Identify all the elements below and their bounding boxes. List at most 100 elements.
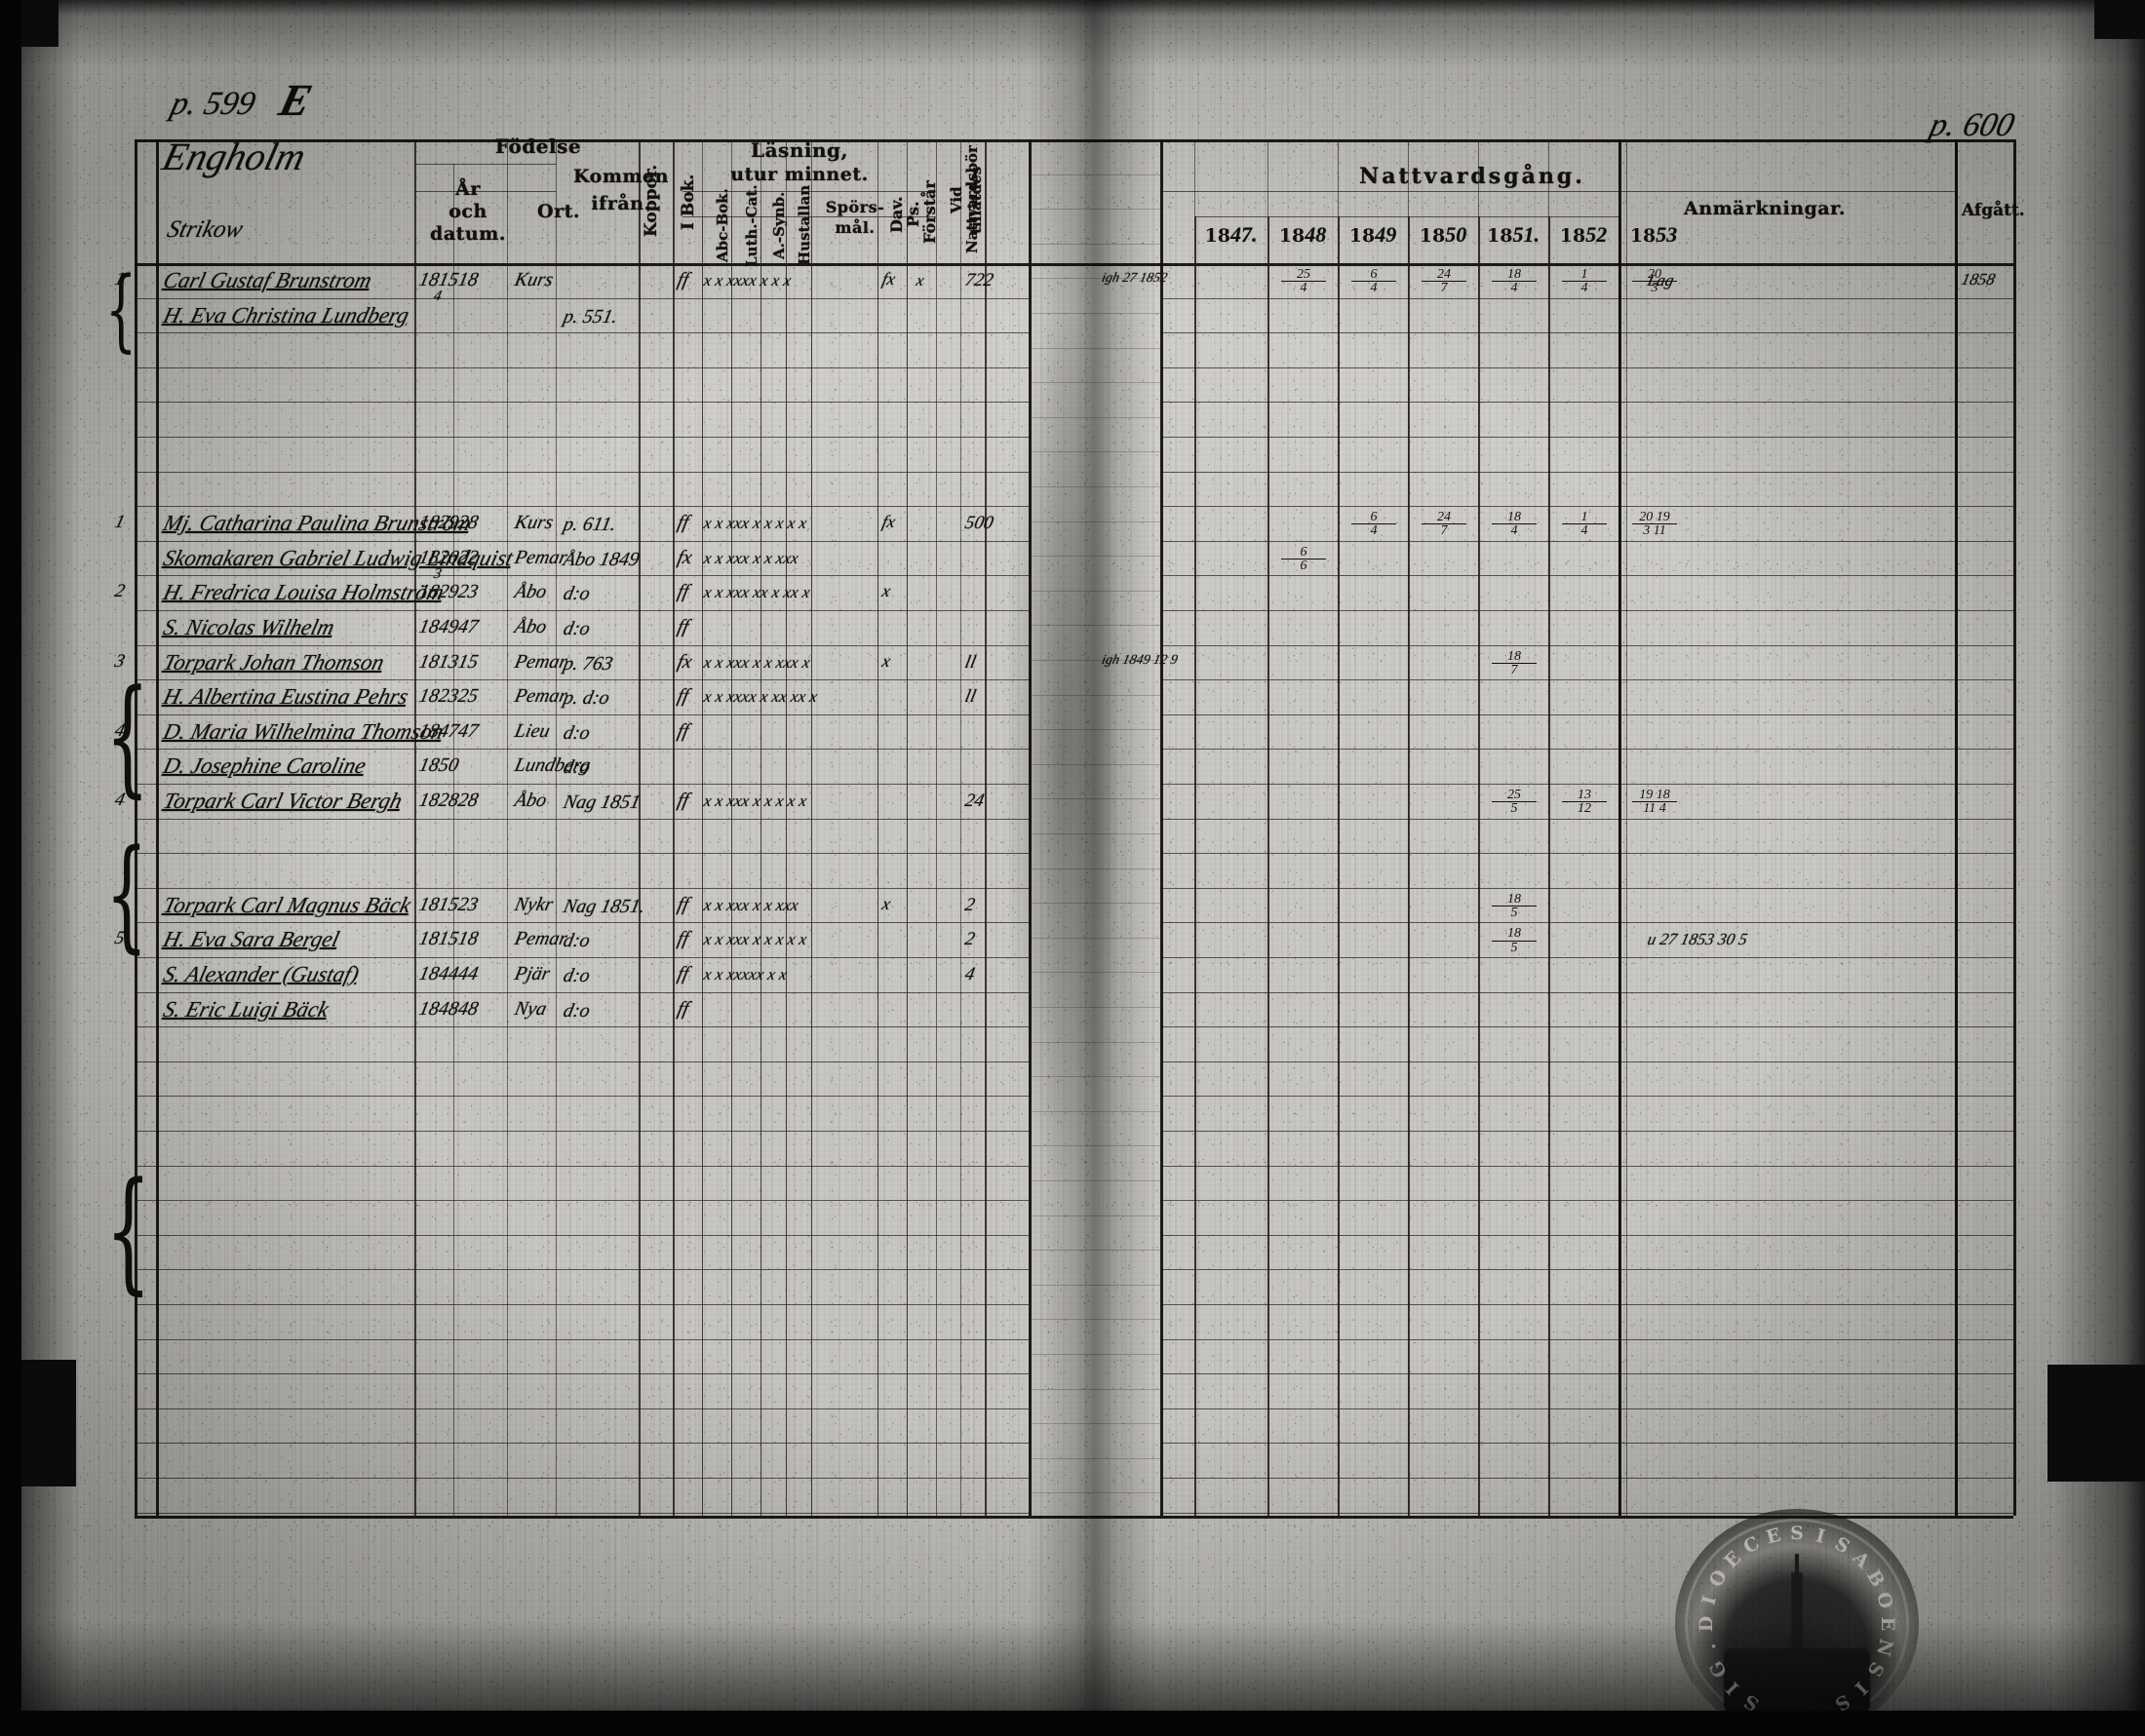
- header-sporsmal-2: mål.: [835, 218, 876, 237]
- header-forstar: Förstår: [920, 180, 939, 245]
- entry-came-from-14: d:o: [561, 999, 593, 1022]
- communion-1851-entry-12: 18 5: [1492, 927, 1537, 954]
- entry-came-from-8: d:o: [561, 721, 593, 744]
- header-anmarkningar: Anmärkningar.: [1684, 198, 1846, 219]
- village-name: Engholm: [158, 135, 311, 178]
- communion-year-1851: 1851.: [1487, 222, 1540, 247]
- communion-year-1852: 1852: [1559, 222, 1608, 247]
- entry-reading-13: x x xxxxx x x: [702, 965, 789, 984]
- communion-1851-entry-10: 25 5: [1492, 788, 1537, 816]
- communion-year-1847: 1847.: [1204, 222, 1258, 247]
- entry-name-1: H. Eva Christina Lundberg: [161, 302, 412, 328]
- seal-letter: S: [1790, 1522, 1804, 1544]
- entry-reading-6: x x xxx x x xxx x: [702, 652, 812, 672]
- entry-came-from-5: d:o: [561, 618, 593, 639]
- entry-reading-3: x x xxx x x xxx: [702, 548, 800, 567]
- communion-1853-entry-2: 20 19 3 11: [1632, 511, 1677, 538]
- entry-came-from-11: Nag 1851.: [561, 895, 647, 917]
- header-luth-cat: Luth.-Cat.: [743, 184, 760, 268]
- header-admitted-2: tillåtdes: [967, 166, 985, 234]
- seal-letter: E: [1877, 1616, 1898, 1631]
- left-page-number: p. 599: [167, 86, 259, 122]
- header-och: och: [448, 201, 488, 222]
- entry-reading-11: x x xxx x x xxx: [702, 895, 800, 914]
- entry-came-from-6: p. 763: [561, 652, 615, 675]
- family-brace-0: {: [105, 257, 137, 362]
- entry-reading-4: x x xxx xx x xx x: [702, 583, 812, 602]
- entry-reading-2: x x xxx x x x x x: [702, 514, 808, 533]
- communion-1853-entry-0: 20 3: [1632, 267, 1677, 295]
- entry-birth-5: 184947: [416, 616, 481, 637]
- header-a-synb: A.-Synb.: [770, 191, 788, 259]
- entry-note-6: igh 1849 12 9: [1100, 652, 1180, 668]
- entry-name-12: H. Eva Sara Bergel: [161, 927, 342, 952]
- entry-came-from-2: p. 611.: [561, 514, 618, 536]
- seal-letter: O: [1704, 1565, 1733, 1591]
- seal-letter: B: [1861, 1565, 1890, 1591]
- entry-admitted-0: 722: [962, 270, 995, 290]
- entry-name-13: S. Alexander (Gustaf): [161, 962, 362, 986]
- seal-letter: N: [1871, 1636, 1897, 1658]
- entry-came-from-13: d:o: [561, 965, 593, 986]
- header-hustallan: Hustallan: [796, 184, 813, 266]
- seal-letter: I: [1697, 1593, 1721, 1607]
- header-lasning: Läsning,: [751, 138, 848, 162]
- entry-name-14: S. Eric Luigi Bäck: [161, 996, 332, 1022]
- entry-reading-7: x x xxxx x xx xx x: [702, 687, 819, 707]
- entry-birth-place-12: Pemar: [512, 928, 569, 950]
- entry-birth-0: 181518: [416, 269, 481, 290]
- entry-birth-place-3: Pemar: [512, 546, 569, 568]
- entry-name-7: H. Albertina Eustina Pehrs: [161, 684, 411, 710]
- entry-came-from-10: Nag 1851: [561, 791, 643, 813]
- communion-1850-entry-2: 24 7: [1422, 511, 1466, 538]
- entry-birth-6: 181315: [416, 650, 481, 673]
- entry-birth-7: 182325: [416, 685, 481, 708]
- entry-came-from-12: d:o: [561, 930, 593, 952]
- seal-letter: S: [1740, 1689, 1763, 1716]
- header-fodelse: Födelse: [494, 135, 582, 158]
- entry-birth-11: 181523: [416, 893, 481, 915]
- communion-1848-entry-0: 25 4: [1281, 267, 1326, 295]
- seal-letter: .: [1697, 1640, 1721, 1653]
- communion-1852-entry-10: 13 12: [1562, 788, 1607, 816]
- header-abc-bok: Abc-Bok.: [714, 188, 731, 262]
- communion-1851-entry-2: 18 4: [1492, 511, 1537, 538]
- communion-1853-entry-10: 19 18 11 4: [1632, 788, 1677, 816]
- entry-name-4: H. Fredrica Louisa Holmström: [161, 580, 447, 605]
- entry-name-0: Carl Gustaf Brunstrom: [161, 268, 374, 292]
- communion-1850-entry-0: 24 7: [1422, 267, 1466, 295]
- entry-birth-place-13: Pjär: [512, 963, 553, 984]
- seal-letter: S: [1831, 1531, 1853, 1558]
- family-brace-3: {: [105, 1154, 152, 1307]
- entry-name-10: Torpark Carl Victor Bergh: [161, 789, 406, 813]
- entry-name-6: Torpark Johan Thomson: [161, 649, 387, 675]
- entry-name-9: D. Josephine Caroline: [161, 753, 370, 779]
- entry-reading-10: x x xxx x x x x x: [702, 791, 808, 810]
- entry-birth-place-8: Lieu: [512, 719, 553, 742]
- communion-year-1853: 1853: [1629, 222, 1678, 247]
- village-subtitle: Strikow: [164, 216, 246, 243]
- entry-reading-12: x x xxx x x x x x: [702, 930, 808, 949]
- entry-birth-place-0: Kurs: [512, 269, 556, 290]
- family-brace-2: {: [105, 824, 148, 965]
- header-afgatt: Afgått.: [1962, 201, 2025, 220]
- entry-birth-2: 182928: [416, 512, 481, 534]
- header-dav-ps: Dav. Ps.: [887, 196, 922, 233]
- entry-birth-10: 182828: [416, 790, 481, 811]
- entry-departed-0: 1858: [1960, 270, 1998, 289]
- entry-birth-9: 1850: [416, 754, 461, 777]
- header-kommen: Kommen: [573, 166, 669, 187]
- entry-remark-12: u 27 1853 30 5: [1646, 930, 1750, 949]
- seal-letter: D: [1696, 1615, 1717, 1632]
- seal-letter: S: [1862, 1657, 1889, 1680]
- communion-1851-entry-11: 18 5: [1492, 892, 1537, 920]
- entry-name-11: Torpark Carl Magnus Bäck: [161, 892, 414, 917]
- entry-birth-place-5: Åbo: [512, 616, 549, 637]
